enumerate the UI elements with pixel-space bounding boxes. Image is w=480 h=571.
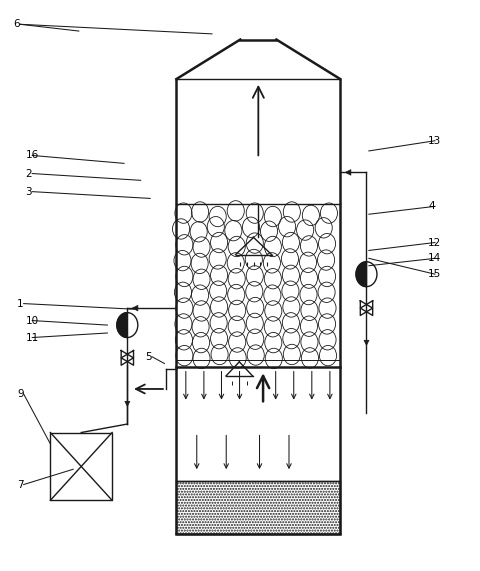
Text: 14: 14 bbox=[427, 254, 441, 263]
Text: 4: 4 bbox=[427, 202, 434, 211]
Bar bbox=[176, 481, 340, 534]
Bar bbox=[50, 432, 112, 500]
Polygon shape bbox=[117, 313, 127, 337]
Text: 6: 6 bbox=[13, 19, 20, 29]
Text: 1: 1 bbox=[17, 299, 24, 308]
Text: 5: 5 bbox=[145, 352, 152, 362]
Text: 7: 7 bbox=[17, 480, 24, 489]
Text: 2: 2 bbox=[25, 168, 32, 179]
Text: 12: 12 bbox=[427, 238, 441, 247]
Text: 3: 3 bbox=[25, 187, 32, 196]
Text: 9: 9 bbox=[17, 389, 24, 399]
Text: 11: 11 bbox=[25, 332, 39, 343]
Text: 13: 13 bbox=[427, 136, 441, 146]
Polygon shape bbox=[355, 262, 366, 287]
Text: 15: 15 bbox=[427, 269, 441, 279]
Text: 16: 16 bbox=[25, 150, 39, 160]
Text: 10: 10 bbox=[25, 316, 39, 325]
